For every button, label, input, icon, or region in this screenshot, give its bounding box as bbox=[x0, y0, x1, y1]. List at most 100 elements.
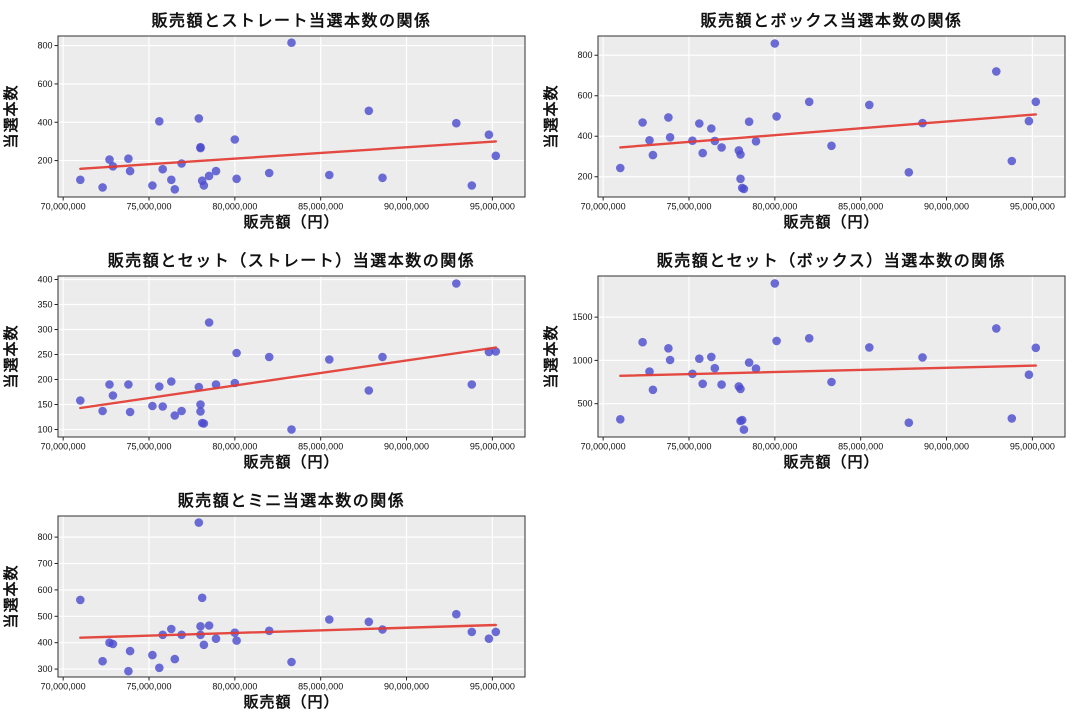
data-point bbox=[744, 358, 754, 367]
x-tick-label: 85,000,000 bbox=[838, 202, 883, 212]
data-point bbox=[645, 367, 654, 376]
y-tick-label: 800 bbox=[37, 532, 52, 542]
data-point bbox=[364, 617, 374, 627]
data-point bbox=[772, 112, 781, 121]
data-point bbox=[904, 168, 914, 177]
data-point bbox=[452, 279, 461, 288]
data-point bbox=[1007, 414, 1017, 423]
x-tick-label: 70,000,000 bbox=[41, 202, 86, 212]
data-point bbox=[287, 38, 296, 47]
x-tick-label: 85,000,000 bbox=[298, 202, 343, 212]
data-point bbox=[158, 164, 167, 174]
plot-border bbox=[597, 35, 1066, 198]
data-point bbox=[664, 344, 673, 353]
y-tick-label: 600 bbox=[37, 585, 52, 595]
data-point bbox=[739, 425, 749, 434]
data-point bbox=[467, 627, 477, 637]
data-point bbox=[194, 382, 204, 392]
scatter-chart: 70,000,000 75,000,000 80,000,000 85,000,000… bbox=[2, 11, 526, 231]
data-point bbox=[98, 183, 107, 192]
scatter-points bbox=[76, 38, 501, 194]
data-point bbox=[616, 163, 625, 173]
x-tick-label: 70,000,000 bbox=[581, 202, 626, 212]
data-point bbox=[918, 353, 927, 362]
data-point bbox=[467, 181, 477, 190]
data-point bbox=[717, 380, 726, 389]
y-axis-label: 当選本数 bbox=[542, 324, 560, 388]
data-point bbox=[232, 636, 241, 645]
plot-border bbox=[597, 275, 1066, 438]
data-point bbox=[648, 385, 658, 395]
data-point bbox=[76, 175, 85, 185]
data-point bbox=[865, 343, 874, 352]
y-tick-label: 500 bbox=[577, 399, 592, 409]
data-point bbox=[770, 279, 780, 288]
scatter-points bbox=[616, 279, 1041, 434]
data-point bbox=[1031, 343, 1041, 353]
data-point bbox=[736, 384, 745, 394]
y-axis-label: 当選本数 bbox=[542, 84, 560, 148]
regression-line bbox=[619, 113, 1037, 149]
x-tick-label: 85,000,000 bbox=[298, 442, 343, 452]
data-point bbox=[452, 118, 461, 128]
x-tick-label: 85,000,000 bbox=[298, 682, 343, 692]
x-tick-label: 90,000,000 bbox=[384, 682, 429, 692]
x-tick-label: 75,000,000 bbox=[126, 442, 171, 452]
data-point bbox=[196, 622, 205, 631]
x-tick-label: 95,000,000 bbox=[1010, 202, 1055, 212]
y-tick-label: 200 bbox=[37, 156, 52, 166]
data-point bbox=[744, 117, 754, 126]
data-point bbox=[197, 593, 207, 603]
y-tick-label: 300 bbox=[37, 664, 52, 674]
data-point bbox=[204, 621, 214, 630]
plot-area bbox=[58, 36, 525, 197]
data-point bbox=[204, 171, 214, 181]
data-point bbox=[648, 150, 658, 160]
y-tick-label: 1500 bbox=[572, 312, 592, 322]
regression-line bbox=[619, 364, 1037, 378]
x-tick-label: 95,000,000 bbox=[470, 202, 515, 212]
x-tick-label: 80,000,000 bbox=[212, 202, 257, 212]
data-point bbox=[1007, 156, 1017, 166]
data-point bbox=[230, 135, 240, 144]
data-point bbox=[194, 518, 204, 527]
data-point bbox=[211, 634, 221, 643]
scatter-chart: 70,000,000 75,000,000 80,000,000 85,000,000… bbox=[542, 11, 1066, 231]
y-tick-label: 800 bbox=[37, 41, 52, 51]
data-point bbox=[124, 154, 133, 163]
data-point bbox=[211, 380, 221, 389]
x-tick-label: 80,000,000 bbox=[212, 682, 257, 692]
data-point bbox=[232, 174, 241, 184]
data-point bbox=[638, 337, 647, 347]
x-tick-label: 70,000,000 bbox=[41, 682, 86, 692]
data-point bbox=[148, 181, 157, 190]
scatter-chart: 70,000,000 75,000,000 80,000,000 85,000,000… bbox=[2, 251, 526, 471]
y-tick-label: 150 bbox=[37, 400, 52, 410]
data-point bbox=[124, 666, 133, 676]
data-point bbox=[199, 419, 209, 428]
empty-cell bbox=[540, 480, 1080, 720]
x-axis-label: 販売額（円） bbox=[783, 453, 879, 471]
data-point bbox=[204, 318, 214, 327]
chart-cell-box: 70,000,000 75,000,000 80,000,000 85,000,000… bbox=[540, 0, 1080, 240]
data-point bbox=[645, 136, 654, 145]
data-point bbox=[1024, 370, 1034, 379]
data-point bbox=[124, 380, 133, 389]
data-point bbox=[378, 352, 387, 362]
data-point bbox=[196, 407, 205, 416]
chart-cell-set-box: 70,000,000 75,000,000 80,000,000 85,000,000… bbox=[540, 240, 1080, 480]
data-point bbox=[904, 418, 914, 427]
data-point bbox=[148, 650, 157, 660]
scatter-points bbox=[76, 518, 501, 676]
data-point bbox=[736, 150, 745, 159]
data-point bbox=[76, 595, 85, 605]
data-point bbox=[1031, 97, 1041, 107]
regression-line bbox=[79, 623, 497, 639]
x-tick-label: 70,000,000 bbox=[41, 442, 86, 452]
data-point bbox=[665, 355, 675, 365]
data-point bbox=[125, 407, 135, 417]
data-point bbox=[737, 415, 747, 425]
plot-area bbox=[598, 36, 1065, 197]
plot-area bbox=[598, 276, 1065, 437]
x-tick-label: 90,000,000 bbox=[924, 202, 969, 212]
